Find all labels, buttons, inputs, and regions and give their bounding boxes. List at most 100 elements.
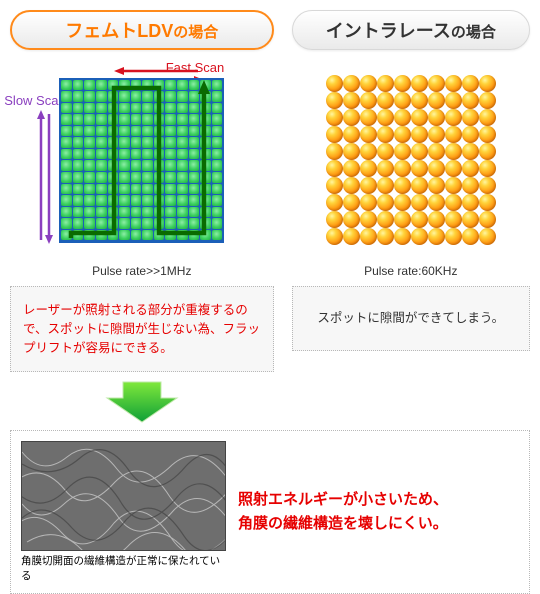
orb-grid — [326, 75, 496, 245]
femto-cell — [142, 137, 153, 148]
orb — [428, 194, 445, 211]
orb — [394, 228, 411, 245]
orb — [343, 177, 360, 194]
femto-cell — [189, 230, 200, 241]
femto-cell — [84, 126, 95, 137]
orb — [411, 143, 428, 160]
femto-cell — [73, 230, 84, 241]
femto-cell — [73, 126, 84, 137]
femto-cell — [189, 103, 200, 114]
femto-cell — [165, 160, 176, 171]
femto-cell — [73, 184, 84, 195]
orb — [343, 211, 360, 228]
femto-cell — [61, 230, 72, 241]
femto-cell — [212, 230, 223, 241]
femto-cell — [142, 172, 153, 183]
slow-scan-arrows-icon — [36, 110, 54, 245]
femto-cell — [177, 114, 188, 125]
femto-cell — [142, 230, 153, 241]
femto-cell — [165, 114, 176, 125]
femto-cell — [84, 137, 95, 148]
femto-cell — [200, 195, 211, 206]
femto-cell — [119, 230, 130, 241]
orb — [377, 143, 394, 160]
orb — [462, 228, 479, 245]
down-arrow-icon — [105, 380, 179, 424]
femto-cell — [108, 137, 119, 148]
femto-ldv-column: フェムトLDVの場合 Slow Scan Fast Scan — [10, 10, 274, 430]
femto-cell — [200, 172, 211, 183]
orb — [462, 177, 479, 194]
femto-title: フェムトLDVの場合 — [65, 17, 218, 43]
femto-cell — [96, 126, 107, 137]
femto-cell — [200, 114, 211, 125]
femto-cell — [142, 149, 153, 160]
femto-cell — [165, 184, 176, 195]
femto-cell — [73, 114, 84, 125]
femto-cell — [142, 207, 153, 218]
femto-cell — [212, 160, 223, 171]
femto-cell — [154, 195, 165, 206]
orb — [428, 177, 445, 194]
femto-cell — [189, 80, 200, 91]
femto-cell — [189, 218, 200, 229]
femto-cell — [61, 207, 72, 218]
femto-cell — [119, 184, 130, 195]
femto-cell — [61, 160, 72, 171]
orb — [326, 126, 343, 143]
femto-cell — [84, 91, 95, 102]
femto-cell — [212, 126, 223, 137]
femto-cell — [73, 172, 84, 183]
orb — [377, 160, 394, 177]
orb — [445, 228, 462, 245]
femto-cell — [212, 184, 223, 195]
femto-cell — [189, 149, 200, 160]
femto-cell — [154, 172, 165, 183]
orb — [445, 143, 462, 160]
femto-cell — [84, 160, 95, 171]
orb — [428, 160, 445, 177]
orb — [479, 75, 496, 92]
femto-cell — [131, 80, 142, 91]
result-line2: 角膜の繊維構造を壊しにくい。 — [238, 515, 448, 532]
femto-cell — [84, 218, 95, 229]
orb — [411, 126, 428, 143]
femto-cell — [131, 184, 142, 195]
femto-cell — [96, 160, 107, 171]
orb — [377, 109, 394, 126]
femto-cell — [212, 91, 223, 102]
orb — [462, 126, 479, 143]
orb — [479, 160, 496, 177]
orb — [428, 92, 445, 109]
orb — [394, 143, 411, 160]
orb — [343, 228, 360, 245]
femto-cell — [165, 149, 176, 160]
femto-cell — [96, 218, 107, 229]
orb — [326, 75, 343, 92]
orb — [479, 126, 496, 143]
orb — [479, 194, 496, 211]
femto-cell — [154, 103, 165, 114]
orb — [462, 75, 479, 92]
femto-cell — [142, 91, 153, 102]
orb — [343, 160, 360, 177]
femto-cell — [189, 137, 200, 148]
femto-caption: Pulse rate>>1MHz — [92, 264, 191, 278]
intralase-title-main: イントラレース — [326, 21, 451, 41]
femto-cell — [165, 207, 176, 218]
orb — [377, 228, 394, 245]
femto-cell — [108, 218, 119, 229]
orb — [326, 228, 343, 245]
femto-cell — [200, 230, 211, 241]
femto-title-main: フェムトLDV — [65, 21, 173, 41]
femto-cell — [189, 172, 200, 183]
femto-cell — [96, 184, 107, 195]
femto-cell — [84, 195, 95, 206]
orb — [479, 177, 496, 194]
femto-cell — [154, 218, 165, 229]
femto-cell — [177, 207, 188, 218]
orb — [377, 126, 394, 143]
femto-description: レーザーが照射される部分が重複するので、スポットに隙間が生じない為、フラップリフ… — [10, 286, 274, 372]
femto-cell — [165, 137, 176, 148]
orb — [428, 75, 445, 92]
